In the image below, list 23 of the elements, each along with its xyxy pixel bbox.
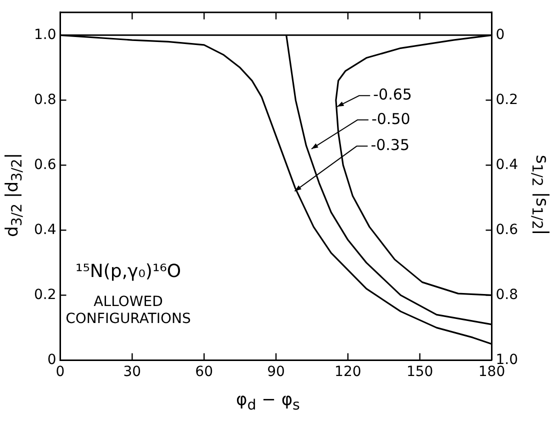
annotation: ¹⁵N(p,γ₀)¹⁶O [75, 261, 182, 282]
y-tick-label: 0.8 [34, 92, 56, 108]
y-tick-label: 0.6 [34, 156, 56, 173]
x-tick-label: 90 [267, 364, 285, 380]
x-tick-label: 120 [334, 364, 362, 380]
x-tick-label: 150 [406, 364, 434, 380]
x-tick-label: 180 [478, 364, 506, 380]
annotation: -0.35 [370, 136, 410, 154]
y-tick-label: 1.0 [34, 26, 56, 43]
x-axis-title: φ$_{d}$ − φ$_{s}$ [235, 390, 301, 414]
annotation: -0.65 [373, 86, 412, 104]
y2-tick-label: 0.4 [496, 156, 518, 173]
y-tick-label: 0.4 [34, 222, 56, 238]
y-tick-label: 0.2 [34, 286, 56, 303]
annotation: -0.50 [371, 110, 410, 128]
y2-tick-label: 0.8 [496, 286, 518, 303]
y2-tick-label: 0.2 [496, 92, 518, 108]
annotation: ALLOWED CONFIGURATIONS [66, 294, 191, 328]
y2-tick-label: 0.6 [496, 222, 518, 238]
x-tick-label: 30 [123, 364, 142, 380]
x-tick-label: 60 [195, 364, 213, 380]
y2-tick-label: 0 [496, 26, 505, 43]
y-tick-label: 0 [47, 352, 56, 368]
